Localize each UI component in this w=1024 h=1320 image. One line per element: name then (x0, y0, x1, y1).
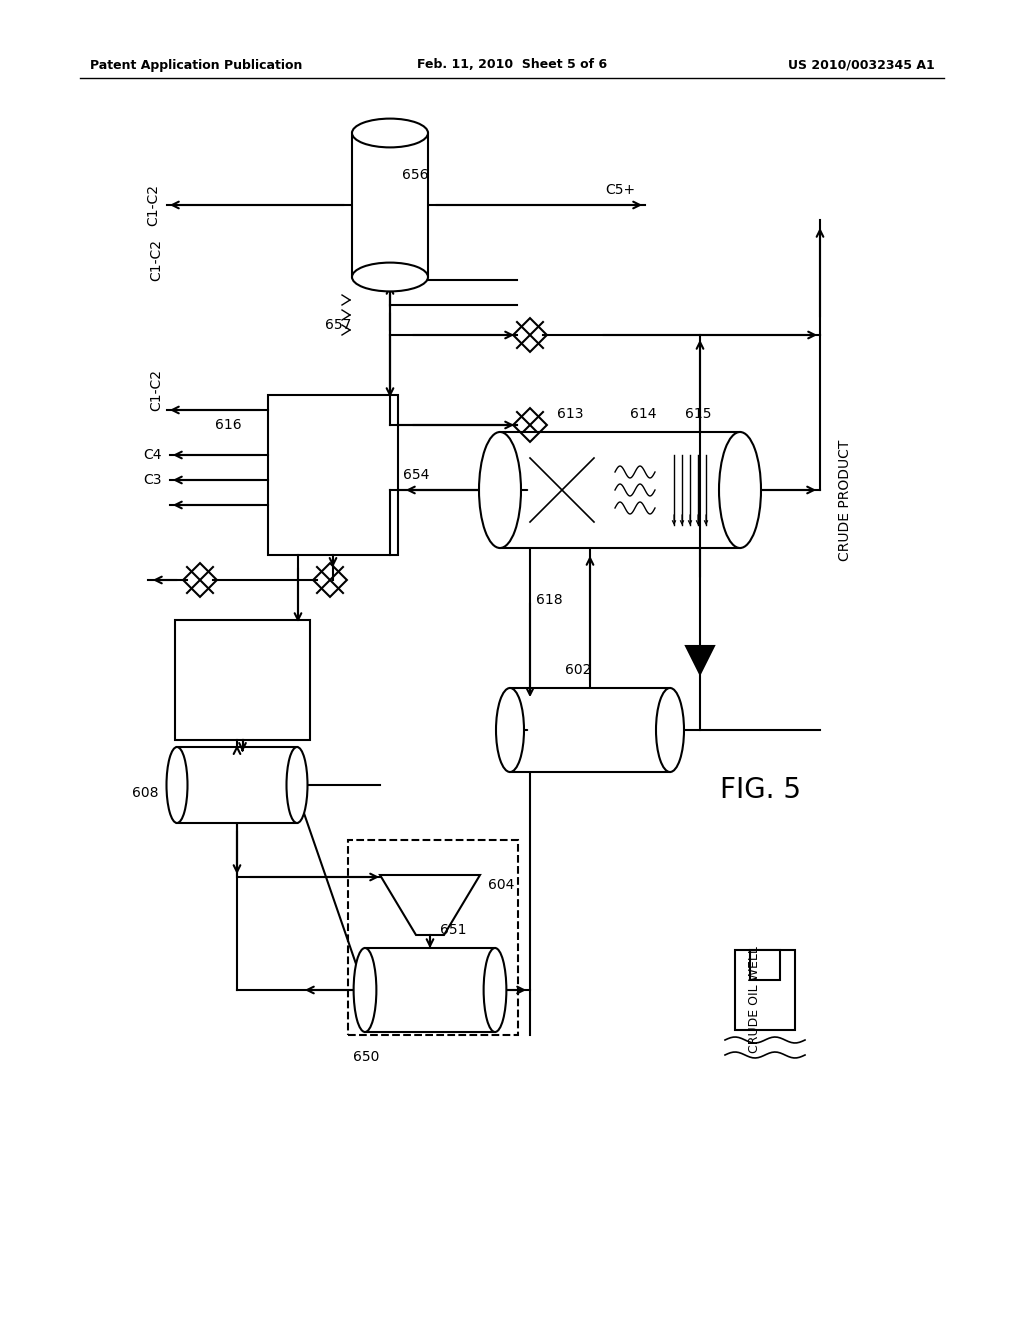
Bar (268, 395, 398, 554)
Text: 654: 654 (403, 469, 429, 482)
Text: US 2010/0032345 A1: US 2010/0032345 A1 (788, 58, 935, 71)
Bar (500, 432, 740, 548)
Text: 613: 613 (557, 407, 584, 421)
Ellipse shape (496, 688, 524, 772)
Ellipse shape (167, 747, 187, 822)
Text: CRUDE OIL WELL: CRUDE OIL WELL (749, 946, 762, 1053)
Text: 615: 615 (685, 407, 712, 421)
Text: C1-C2: C1-C2 (150, 370, 163, 411)
Ellipse shape (352, 119, 428, 148)
Bar (735, 950, 795, 1030)
Text: 608: 608 (132, 785, 159, 800)
Text: C1-C2: C1-C2 (146, 183, 160, 226)
Text: C3: C3 (143, 473, 162, 487)
Bar (365, 948, 495, 1032)
Text: 650: 650 (353, 1049, 379, 1064)
Bar (750, 950, 780, 979)
Text: 616: 616 (215, 418, 242, 432)
Bar (177, 747, 297, 822)
Ellipse shape (656, 688, 684, 772)
Text: C4: C4 (143, 447, 162, 462)
Text: Patent Application Publication: Patent Application Publication (90, 58, 302, 71)
Text: CRUDE PRODUCT: CRUDE PRODUCT (838, 440, 852, 561)
Bar (510, 688, 670, 772)
Polygon shape (686, 645, 714, 675)
Text: 657: 657 (325, 318, 351, 333)
Text: FIG. 5: FIG. 5 (720, 776, 801, 804)
Ellipse shape (287, 747, 307, 822)
Text: C5+: C5+ (605, 183, 635, 197)
Bar (348, 840, 518, 1035)
Bar (352, 133, 428, 277)
Ellipse shape (352, 263, 428, 292)
Text: 604: 604 (488, 878, 514, 892)
Text: C1-C2: C1-C2 (150, 239, 163, 281)
Ellipse shape (479, 432, 521, 548)
Ellipse shape (483, 948, 507, 1032)
Text: 614: 614 (630, 407, 656, 421)
Ellipse shape (353, 948, 377, 1032)
Text: 652: 652 (187, 751, 213, 766)
Text: 618: 618 (536, 593, 562, 607)
Text: 602: 602 (565, 663, 592, 677)
Text: Feb. 11, 2010  Sheet 5 of 6: Feb. 11, 2010 Sheet 5 of 6 (417, 58, 607, 71)
Ellipse shape (719, 432, 761, 548)
Text: 651: 651 (440, 923, 467, 937)
Bar (175, 620, 310, 741)
Text: 656: 656 (402, 168, 428, 182)
